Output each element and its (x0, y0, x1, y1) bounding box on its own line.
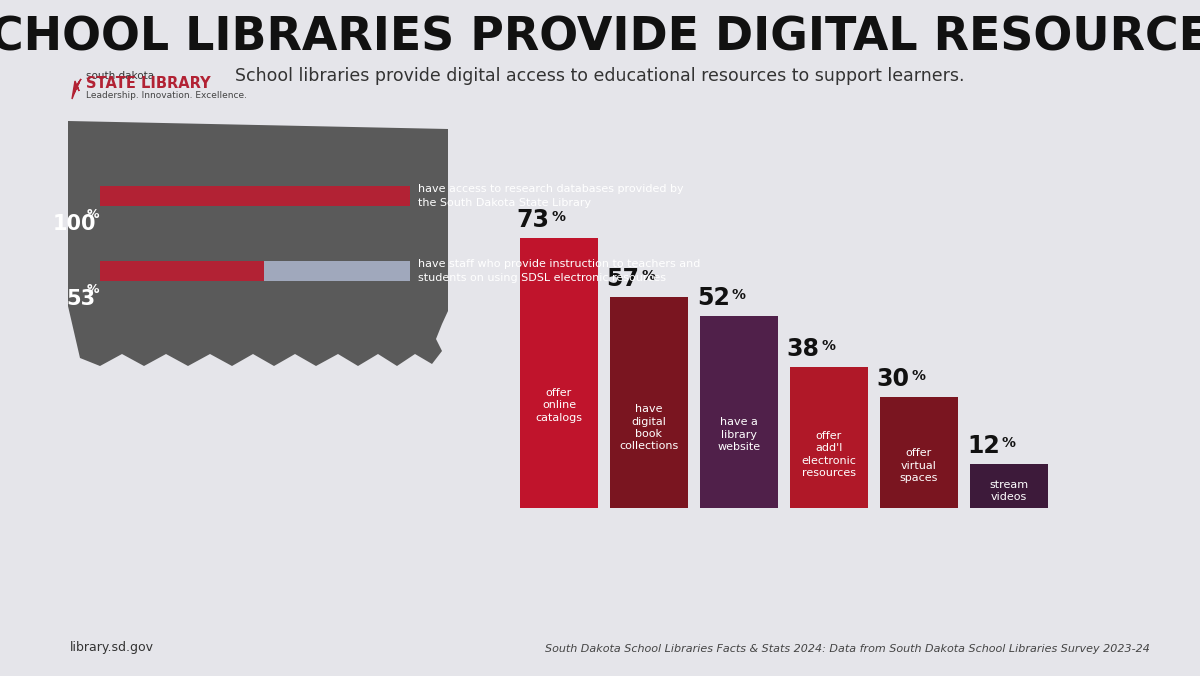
Text: Leadership. Innovation. Excellence.: Leadership. Innovation. Excellence. (86, 91, 247, 100)
Text: School libraries provide digital access to educational resources to support lear: School libraries provide digital access … (235, 67, 965, 85)
Text: south dakota: south dakota (86, 71, 154, 81)
Text: offer
online
catalogs: offer online catalogs (535, 388, 582, 422)
FancyBboxPatch shape (880, 397, 958, 508)
Text: have access to research databases provided by
the South Dakota State Library: have access to research databases provid… (418, 185, 684, 208)
FancyBboxPatch shape (100, 186, 410, 206)
FancyBboxPatch shape (610, 297, 688, 508)
Text: offer
virtual
spaces: offer virtual spaces (900, 448, 938, 483)
Text: 100: 100 (53, 214, 96, 234)
Text: %: % (86, 208, 98, 221)
Text: 53: 53 (67, 289, 96, 309)
Text: STATE LIBRARY: STATE LIBRARY (86, 76, 211, 91)
FancyBboxPatch shape (100, 261, 410, 281)
Text: 12: 12 (967, 433, 1000, 458)
FancyBboxPatch shape (790, 367, 868, 508)
Text: library.sd.gov: library.sd.gov (70, 641, 154, 654)
Polygon shape (72, 79, 82, 99)
Text: %: % (86, 283, 98, 296)
Text: have a
library
website: have a library website (718, 418, 761, 452)
Polygon shape (68, 121, 448, 366)
FancyBboxPatch shape (100, 261, 264, 281)
Text: 30: 30 (877, 367, 910, 391)
Text: stream
videos: stream videos (990, 480, 1028, 502)
FancyBboxPatch shape (700, 316, 778, 508)
Text: South Dakota School Libraries Facts & Stats 2024: Data from South Dakota School : South Dakota School Libraries Facts & St… (545, 644, 1150, 654)
Text: %: % (822, 339, 835, 354)
Text: %: % (642, 269, 655, 283)
Text: 73: 73 (517, 208, 550, 232)
Text: %: % (1002, 435, 1015, 450)
Text: have staff who provide instruction to teachers and
students on using SDSL electr: have staff who provide instruction to te… (418, 260, 701, 283)
Text: offer
add'l
electronic
resources: offer add'l electronic resources (802, 431, 857, 478)
Text: have
digital
book
collections: have digital book collections (619, 404, 679, 452)
Text: 57: 57 (607, 267, 640, 291)
FancyBboxPatch shape (520, 238, 598, 508)
Text: SCHOOL LIBRARIES PROVIDE DIGITAL RESOURCES: SCHOOL LIBRARIES PROVIDE DIGITAL RESOURC… (0, 16, 1200, 60)
Text: %: % (912, 369, 925, 383)
Text: %: % (552, 210, 565, 224)
Text: 52: 52 (697, 285, 730, 310)
Text: %: % (732, 287, 745, 301)
Text: 38: 38 (787, 337, 820, 362)
FancyBboxPatch shape (970, 464, 1048, 508)
